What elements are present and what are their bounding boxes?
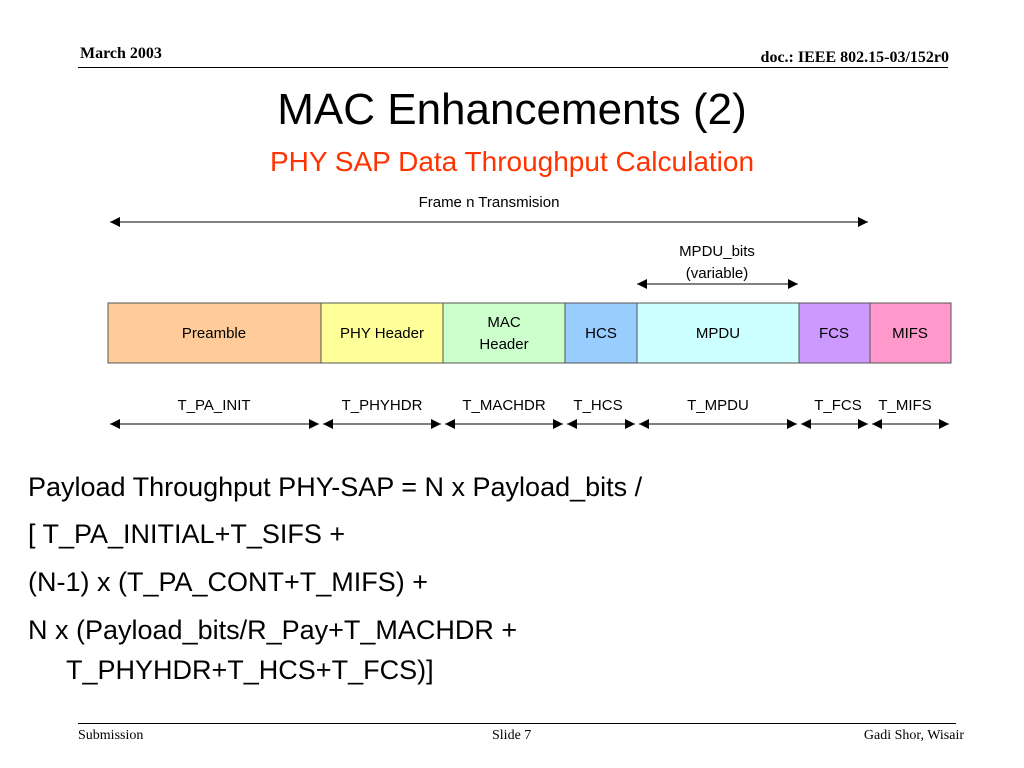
slide-subtitle: PHY SAP Data Throughput Calculation [269,146,755,177]
footer-submission: Submission [78,728,144,743]
timing-label-t-fcs: T_FCS [814,397,862,414]
svg-text:Preamble: Preamble [182,325,246,342]
svg-text:FCS: FCS [819,325,849,342]
timing-label-t-mifs: T_MIFS [878,397,931,414]
footer-divider [78,723,956,724]
svg-text:MIFS: MIFS [892,325,928,342]
header-divider [78,67,948,68]
footer-slide-number: Slide 7 [492,728,532,743]
header-date: March 2003 [80,45,162,62]
timing-label-t-machdr: T_MACHDR [462,397,546,414]
svg-text:PHY Header: PHY Header [340,325,424,342]
segment-preamble: Preamble [107,302,322,364]
mpdu-bits-variable-label: (variable) [686,265,749,282]
frame-transmission-label: Frame n Transmision [419,194,560,211]
svg-text:Header: Header [479,336,528,353]
formula-line-5: T_PHYHDR+T_HCS+T_FCS)] [66,655,434,685]
formula-line-1: Payload Throughput PHY-SAP = N x Payload… [28,472,643,502]
mpdu-bits-label: MPDU_bits [679,243,755,260]
formula-line-2: [ T_PA_INITIAL+T_SIFS + [28,519,346,549]
timing-label-t-hcs: T_HCS [573,397,622,414]
svg-text:MAC: MAC [487,314,521,331]
footer-author: Gadi Shor, Wisair [863,728,964,743]
timing-label-t-pa-init: T_PA_INIT [177,397,250,414]
segment-mac-header: MAC Header [442,302,566,364]
segment-fcs: FCS [798,302,871,364]
formula-line-4: N x (Payload_bits/R_Pay+T_MACHDR + [28,615,518,645]
timing-label-t-phyhdr: T_PHYHDR [342,397,423,414]
svg-text:MPDU: MPDU [696,325,740,342]
frame-diagram: Frame n Transmision MPDU_bits (variable)… [107,194,952,429]
segment-mpdu: MPDU [636,302,800,364]
segment-phy-header: PHY Header [320,302,444,364]
timing-label-t-mpdu: T_MPDU [687,397,749,414]
slide-title: MAC Enhancements (2) [277,85,747,134]
segment-mifs: MIFS [869,302,952,364]
svg-text:HCS: HCS [585,325,617,342]
segment-hcs: HCS [564,302,638,364]
formula-line-3: (N-1) x (T_PA_CONT+T_MIFS) + [28,567,429,597]
header-doc-id: doc.: IEEE 802.15-03/152r0 [760,49,949,66]
